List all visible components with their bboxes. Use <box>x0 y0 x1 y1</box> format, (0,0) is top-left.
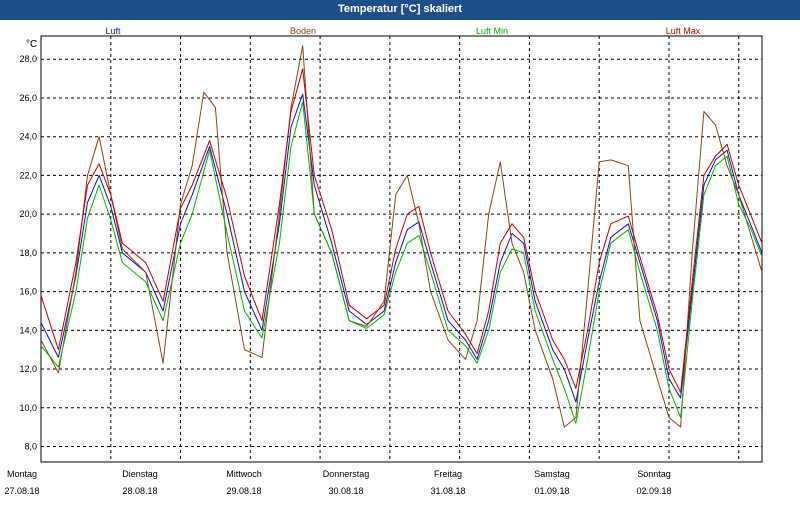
y-tick-label: 12,0 <box>19 364 37 374</box>
y-tick-label: 26,0 <box>19 93 37 103</box>
y-tick-label: 10,0 <box>19 403 37 413</box>
y-tick-label: 28,0 <box>19 54 37 64</box>
x-day-label: Freitag <box>434 469 462 479</box>
x-date-label: 31.08.18 <box>430 486 465 496</box>
x-day-label: Dienstag <box>122 469 158 479</box>
y-tick-label: 18,0 <box>19 248 37 258</box>
plot-frame <box>40 35 763 463</box>
x-date-label: 30.08.18 <box>328 486 363 496</box>
series-line <box>40 101 763 424</box>
legend-entry: Boden <box>290 26 316 36</box>
chart-area: 8,0 10,0 12,0 14,0 16,0 18,0 20,0 22,0 24,0 26,0 2… <box>0 20 800 500</box>
series-line <box>40 45 763 428</box>
temperature-chart: 8,0 10,0 12,0 14,0 16,0 18,0 20,0 22,0 24,0 26,0 2… <box>4 26 763 496</box>
x-day-label: Donnerstag <box>323 469 370 479</box>
y-tick-label: 14,0 <box>19 325 37 335</box>
y-tick-label: 22,0 <box>19 170 37 180</box>
y-tick-label: 24,0 <box>19 132 37 142</box>
y-tick-label: 20,0 <box>19 209 37 219</box>
chart-title: Temperatur [°C] skaliert <box>337 3 462 15</box>
y-tick-label: 16,0 <box>19 287 37 297</box>
x-day-label: Samstag <box>534 469 570 479</box>
x-date-label: 29.08.18 <box>226 486 261 496</box>
x-date-label: 27.08.18 <box>4 486 39 496</box>
x-date-label: 01.09.18 <box>534 486 569 496</box>
x-date-label: 02.09.18 <box>636 486 671 496</box>
legend-entry: Luft Max <box>666 26 701 36</box>
y-tick-label: 8,0 <box>24 442 37 452</box>
legend-entry: Luft Min <box>476 26 508 36</box>
legend-entry: Luft <box>105 26 121 36</box>
x-day-label: Mittwoch <box>226 469 262 479</box>
series-line <box>40 68 763 393</box>
x-date-label: 28.08.18 <box>122 486 157 496</box>
title-bar: Temperatur [°C] skaliert <box>0 0 800 20</box>
x-day-label: Sonntag <box>637 469 671 479</box>
y-axis-unit-label: °C <box>26 39 37 50</box>
x-day-label: Montag <box>7 469 37 479</box>
